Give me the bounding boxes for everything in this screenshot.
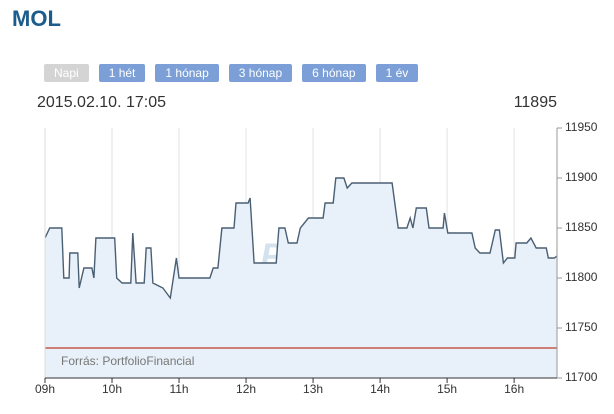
x-tick-label: 12h: [236, 382, 256, 396]
x-tick-label: 11h: [169, 382, 188, 396]
x-tick-label: 15h: [437, 382, 457, 396]
range-button[interactable]: 1 hét: [98, 64, 146, 82]
price-line: [44, 177, 558, 300]
y-tick-label: 11900: [565, 170, 598, 184]
range-buttons: Napi 1 hét 1 hónap 3 hónap 6 hónap 1 év: [44, 64, 419, 82]
range-button[interactable]: Napi: [44, 64, 89, 82]
y-tick-label: 11800: [565, 270, 598, 284]
x-tick-label: 16h: [504, 382, 524, 396]
title: MOL: [12, 6, 61, 31]
x-tick-label: 14h: [370, 382, 390, 396]
range-button[interactable]: 3 hónap: [228, 64, 293, 82]
source: Forrás: PortfolioFinancial: [61, 354, 194, 368]
x-tick-label: 09h: [35, 382, 55, 396]
range-button[interactable]: 1 hónap: [155, 64, 219, 82]
y-tick-label: 11750: [565, 320, 598, 334]
range-button[interactable]: 1 év: [375, 64, 419, 82]
y-tick-label: 11850: [565, 220, 598, 234]
timestamp: 2015.02.10. 17:05: [37, 94, 167, 111]
x-tick-label: 10h: [102, 382, 122, 396]
last-price: 11895: [513, 94, 557, 111]
y-tick-label: 11700: [565, 370, 598, 384]
y-tick-label: 11950: [565, 120, 598, 134]
range-button[interactable]: 6 hónap: [302, 64, 366, 82]
x-tick-label: 13h: [303, 382, 323, 396]
